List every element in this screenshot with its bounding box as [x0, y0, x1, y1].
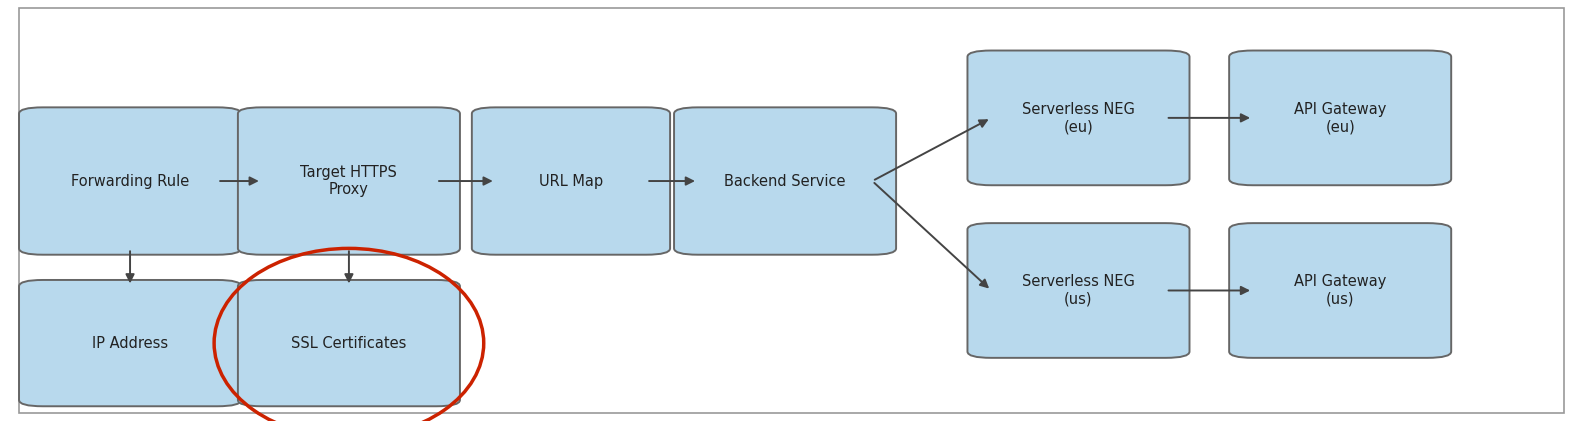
Text: IP Address: IP Address — [92, 336, 168, 351]
Text: API Gateway
(us): API Gateway (us) — [1294, 274, 1386, 306]
FancyBboxPatch shape — [1229, 223, 1451, 358]
Text: Serverless NEG
(eu): Serverless NEG (eu) — [1021, 102, 1136, 134]
FancyBboxPatch shape — [674, 107, 896, 255]
Text: URL Map: URL Map — [539, 173, 603, 189]
FancyBboxPatch shape — [238, 280, 460, 406]
FancyBboxPatch shape — [1229, 51, 1451, 185]
FancyBboxPatch shape — [473, 107, 669, 255]
Text: SSL Certificates: SSL Certificates — [292, 336, 406, 351]
Text: Serverless NEG
(us): Serverless NEG (us) — [1021, 274, 1136, 306]
Text: API Gateway
(eu): API Gateway (eu) — [1294, 102, 1386, 134]
FancyBboxPatch shape — [967, 223, 1190, 358]
FancyBboxPatch shape — [19, 107, 241, 255]
Text: Target HTTPS
Proxy: Target HTTPS Proxy — [300, 165, 398, 197]
FancyBboxPatch shape — [967, 51, 1190, 185]
Text: Backend Service: Backend Service — [725, 173, 845, 189]
FancyBboxPatch shape — [19, 280, 241, 406]
Text: Forwarding Rule: Forwarding Rule — [71, 173, 189, 189]
FancyBboxPatch shape — [238, 107, 460, 255]
